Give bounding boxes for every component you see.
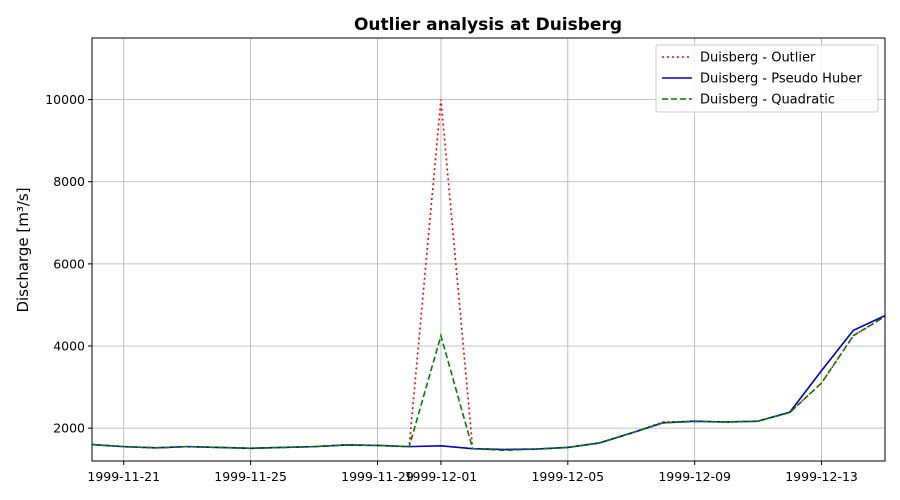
- y-tick-label: 2000: [53, 421, 85, 436]
- x-tick-label: 1999-12-09: [658, 469, 731, 484]
- chart-title: Outlier analysis at Duisberg: [354, 15, 622, 35]
- x-tick-label: 1999-12-05: [531, 469, 604, 484]
- ticks: 2000 4000 6000 8000 10000 1999-11-21 1999-11-2…: [45, 92, 858, 484]
- series-line-2: [92, 315, 885, 452]
- legend-label-2: Duisberg - Quadratic: [700, 93, 835, 108]
- x-tick-label: 1999-11-25: [214, 469, 287, 484]
- y-tick-label: 8000: [53, 174, 85, 189]
- plot-frame: [91, 37, 886, 462]
- x-tick-label: 1999-12-01: [405, 469, 478, 484]
- legend-box: [655, 44, 879, 113]
- grid: [92, 38, 885, 461]
- series-layer: [92, 99, 885, 452]
- legend: Duisberg - Outlier Duisberg - Pseudo Hube…: [655, 44, 879, 113]
- y-tick-label: 4000: [53, 339, 85, 354]
- x-tick-label: 1999-11-29: [341, 469, 414, 484]
- legend-label-1: Duisberg - Pseudo Huber: [700, 72, 862, 87]
- y-axis-label: Discharge [m³/s]: [14, 187, 32, 312]
- legend-label-0: Duisberg - Outlier: [700, 51, 816, 66]
- y-tick-label: 10000: [45, 92, 85, 107]
- y-tick-label: 6000: [53, 256, 85, 271]
- x-tick-label: 1999-12-13: [785, 469, 858, 484]
- x-tick-label: 1999-11-21: [87, 469, 160, 484]
